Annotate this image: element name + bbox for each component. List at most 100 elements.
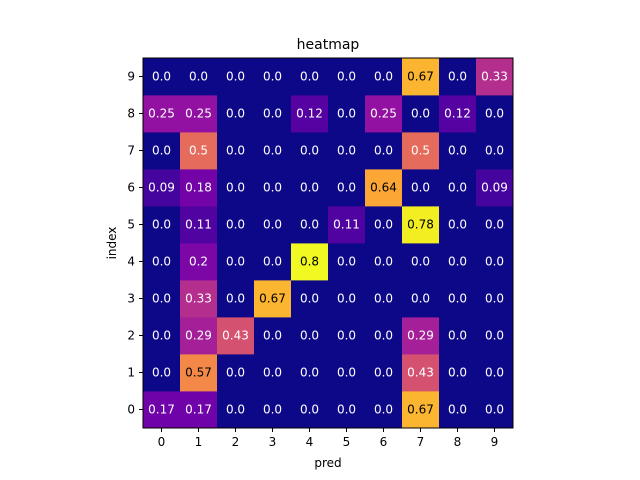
cell-value-label: 0.0 [300, 218, 319, 232]
cell-value-label: 0.0 [226, 366, 245, 380]
heatmap-cell [180, 391, 218, 429]
cell-value-label: 0.0 [152, 70, 171, 84]
cell-value-label: 0.0 [485, 366, 504, 380]
heatmap-cell [365, 95, 403, 133]
cell-value-label: 0.0 [374, 329, 393, 343]
heatmap-cell [291, 169, 329, 207]
heatmap-cell [328, 95, 366, 133]
heatmap-cell [439, 317, 477, 355]
cell-value-label: 0.0 [374, 218, 393, 232]
heatmap-cell [143, 280, 181, 318]
cell-value-label: 0.78 [407, 218, 434, 232]
cell-value-label: 0.0 [485, 292, 504, 306]
heatmap-cell [180, 58, 218, 96]
cell-value-label: 0.0 [226, 255, 245, 269]
cell-value-label: 0.25 [185, 107, 212, 121]
heatmap-cell [402, 354, 440, 392]
cell-value-label: 0.12 [444, 107, 471, 121]
y-axis-ticks: 0 1 2 3 4 5 6 7 8 9 [127, 70, 143, 417]
cell-value-label: 0.0 [226, 107, 245, 121]
y-tick-label: 4 [127, 255, 135, 269]
heatmap-cell [291, 280, 329, 318]
heatmap-cell [254, 95, 292, 133]
cell-value-label: 0.0 [152, 255, 171, 269]
heatmap-cell [476, 243, 514, 281]
cell-value-label: 0.0 [411, 181, 430, 195]
heatmap-cells [143, 58, 514, 429]
heatmap-cell [254, 243, 292, 281]
cell-value-label: 0.18 [185, 181, 212, 195]
heatmap-cell [291, 391, 329, 429]
cell-value-label: 0.0 [263, 366, 282, 380]
heatmap-cell [291, 132, 329, 170]
cell-value-label: 0.25 [370, 107, 397, 121]
heatmap-cell [328, 206, 366, 244]
heatmap-cell [476, 391, 514, 429]
cell-value-label: 0.09 [148, 181, 175, 195]
heatmap-cell [291, 206, 329, 244]
heatmap-cell-labels: 0.17 0.17 0.0 0.0 0.0 0.0 0.0 0.67 0.0 0.0 0.0 0.57… [148, 70, 508, 417]
x-tick-label: 9 [491, 435, 499, 449]
cell-value-label: 0.0 [226, 181, 245, 195]
cell-value-label: 0.0 [374, 144, 393, 158]
cell-value-label: 0.17 [148, 403, 175, 417]
heatmap-cell [402, 280, 440, 318]
heatmap-cell [476, 58, 514, 96]
cell-value-label: 0.0 [448, 70, 467, 84]
cell-value-label: 0.0 [411, 107, 430, 121]
cell-value-label: 0.0 [411, 292, 430, 306]
cell-value-label: 0.0 [337, 144, 356, 158]
heatmap-cell [439, 58, 477, 96]
x-tick-label: 8 [454, 435, 462, 449]
cell-value-label: 0.0 [152, 329, 171, 343]
x-tick-label: 6 [380, 435, 388, 449]
heatmap-cell [291, 95, 329, 133]
heatmap-cell [365, 354, 403, 392]
cell-value-label: 0.64 [370, 181, 397, 195]
heatmap-cell [180, 280, 218, 318]
heatmap-cell [402, 317, 440, 355]
x-tick-label: 0 [158, 435, 166, 449]
cell-value-label: 0.0 [300, 329, 319, 343]
y-tick-label: 9 [127, 70, 135, 84]
cell-value-label: 0.0 [263, 107, 282, 121]
heatmap-cell [180, 169, 218, 207]
x-tick-label: 1 [195, 435, 203, 449]
heatmap-cell [365, 391, 403, 429]
heatmap-cell [328, 132, 366, 170]
cell-value-label: 0.0 [263, 181, 282, 195]
cell-value-label: 0.11 [333, 218, 360, 232]
heatmap-cell [254, 280, 292, 318]
heatmap-cell [180, 354, 218, 392]
cell-value-label: 0.0 [337, 292, 356, 306]
cell-value-label: 0.0 [226, 292, 245, 306]
heatmap-cell [439, 243, 477, 281]
heatmap-cell [217, 58, 255, 96]
heatmap-cell [217, 206, 255, 244]
heatmap-cell [439, 132, 477, 170]
heatmap-cell [254, 391, 292, 429]
heatmap-cell [328, 354, 366, 392]
cell-value-label: 0.0 [152, 144, 171, 158]
heatmap-cell [365, 243, 403, 281]
x-tick-label: 5 [343, 435, 351, 449]
cell-value-label: 0.0 [337, 329, 356, 343]
heatmap-cell [328, 58, 366, 96]
heatmap-cell [217, 391, 255, 429]
heatmap-cell [143, 169, 181, 207]
cell-value-label: 0.0 [300, 181, 319, 195]
cell-value-label: 0.29 [185, 329, 212, 343]
cell-value-label: 0.0 [485, 329, 504, 343]
heatmap-cell [143, 95, 181, 133]
cell-value-label: 0.43 [407, 366, 434, 380]
heatmap-cell [402, 243, 440, 281]
cell-value-label: 0.0 [485, 218, 504, 232]
heatmap-cell [217, 95, 255, 133]
cell-value-label: 0.0 [263, 70, 282, 84]
cell-value-label: 0.0 [337, 70, 356, 84]
cell-value-label: 0.0 [189, 70, 208, 84]
heatmap-cell [143, 354, 181, 392]
cell-value-label: 0.0 [337, 366, 356, 380]
cell-value-label: 0.0 [485, 255, 504, 269]
